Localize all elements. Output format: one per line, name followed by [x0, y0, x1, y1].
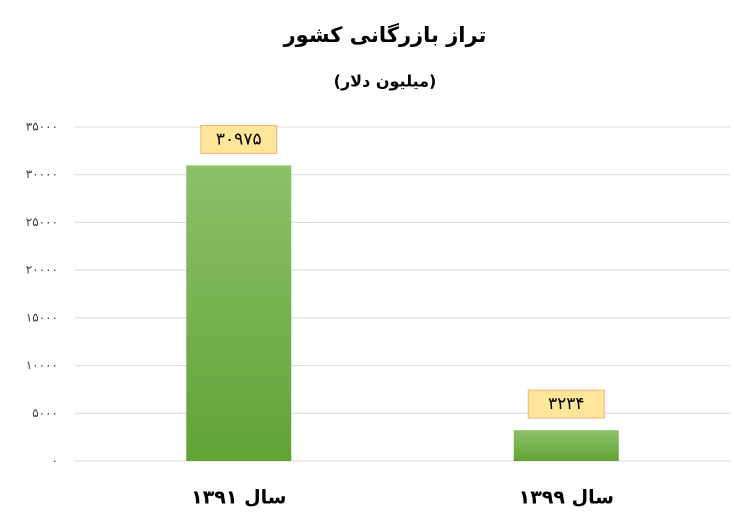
chart-title: تراز بازرگانی کشور	[283, 22, 487, 47]
y-tick-label: ۲۵۰۰۰	[26, 215, 58, 229]
data-label-box	[527, 389, 605, 419]
data-label: ۳۰۹۷۵	[216, 129, 262, 149]
y-tick-label: ۵۰۰۰	[32, 406, 58, 420]
chart-subtitle: (میلیون دلار)	[334, 72, 437, 91]
bar	[513, 430, 619, 461]
x-tick-label: سال ۱۳۹۱	[191, 487, 286, 509]
y-tick-label: ۱۵۰۰۰	[26, 310, 58, 324]
y-tick-label: ۳۰۰۰۰	[26, 167, 58, 181]
bar	[186, 165, 292, 461]
y-tick-label: ۲۰۰۰۰	[26, 263, 58, 277]
data-label: ۳۲۳۴	[548, 394, 585, 414]
data-label-box	[200, 124, 278, 154]
x-tick-label: سال ۱۳۹۹	[519, 487, 614, 509]
y-tick-label: ۱۰۰۰۰	[26, 358, 58, 372]
y-tick-label: ۰	[52, 454, 58, 468]
y-tick-label: ۳۵۰۰۰	[26, 120, 58, 134]
